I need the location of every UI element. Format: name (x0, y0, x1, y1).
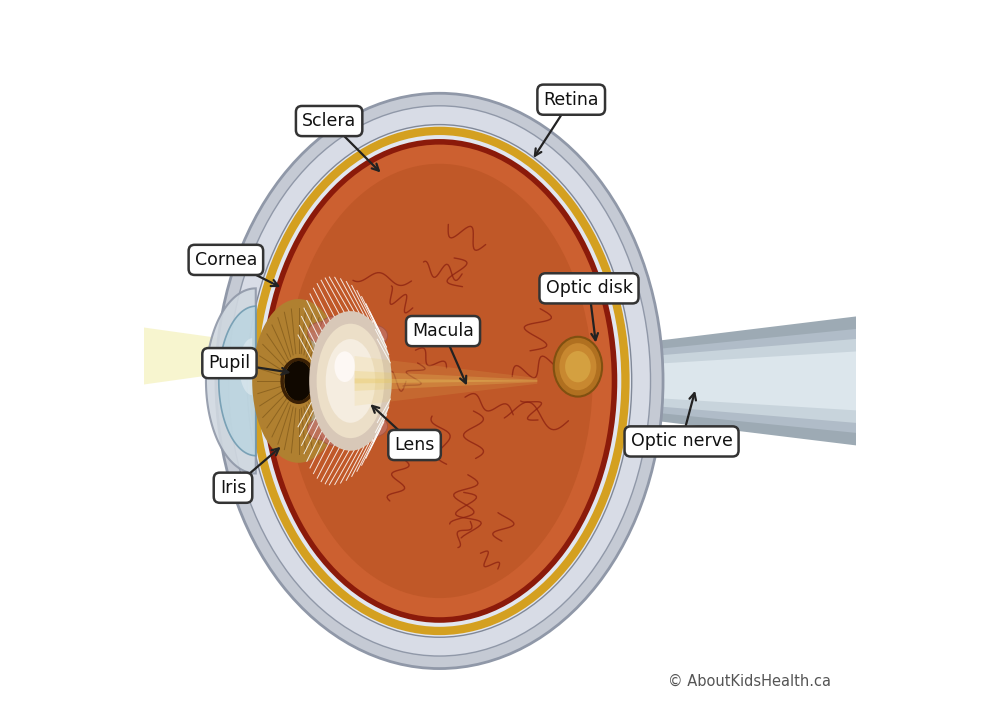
Polygon shape (206, 288, 256, 473)
Ellipse shape (263, 140, 616, 622)
Polygon shape (308, 333, 379, 352)
Ellipse shape (309, 311, 392, 451)
Text: Retina: Retina (543, 90, 599, 109)
Ellipse shape (326, 339, 375, 423)
Ellipse shape (216, 93, 663, 669)
Ellipse shape (247, 125, 632, 637)
Polygon shape (609, 337, 870, 424)
Ellipse shape (308, 419, 336, 440)
Polygon shape (609, 328, 870, 434)
Ellipse shape (317, 324, 384, 438)
Ellipse shape (333, 315, 362, 336)
Ellipse shape (565, 351, 591, 382)
Text: © AboutKidsHealth.ca: © AboutKidsHealth.ca (668, 674, 831, 689)
Polygon shape (239, 338, 252, 395)
Polygon shape (144, 328, 233, 384)
Polygon shape (219, 306, 256, 456)
Text: Optic nerve: Optic nerve (631, 432, 732, 451)
Ellipse shape (321, 424, 349, 446)
Text: Macula: Macula (412, 322, 474, 340)
Ellipse shape (359, 416, 388, 437)
Text: Sclera: Sclera (302, 112, 356, 130)
Ellipse shape (359, 325, 388, 346)
Ellipse shape (321, 316, 349, 337)
Polygon shape (355, 371, 537, 391)
Ellipse shape (346, 422, 375, 443)
Text: Pupil: Pupil (208, 354, 251, 372)
Ellipse shape (286, 164, 593, 598)
Polygon shape (609, 350, 870, 412)
Text: Cornea: Cornea (195, 251, 257, 269)
Polygon shape (355, 356, 537, 406)
Ellipse shape (346, 319, 375, 340)
Text: Lens: Lens (394, 436, 435, 454)
Polygon shape (308, 409, 379, 429)
Ellipse shape (284, 361, 313, 401)
Ellipse shape (559, 343, 596, 390)
Ellipse shape (228, 106, 651, 656)
Ellipse shape (308, 322, 336, 343)
Ellipse shape (252, 299, 345, 463)
Ellipse shape (554, 337, 602, 397)
Polygon shape (355, 379, 537, 383)
Text: Iris: Iris (220, 478, 246, 497)
Ellipse shape (333, 426, 362, 447)
Ellipse shape (334, 351, 355, 382)
Text: Optic disk: Optic disk (546, 279, 632, 298)
Polygon shape (609, 315, 870, 447)
